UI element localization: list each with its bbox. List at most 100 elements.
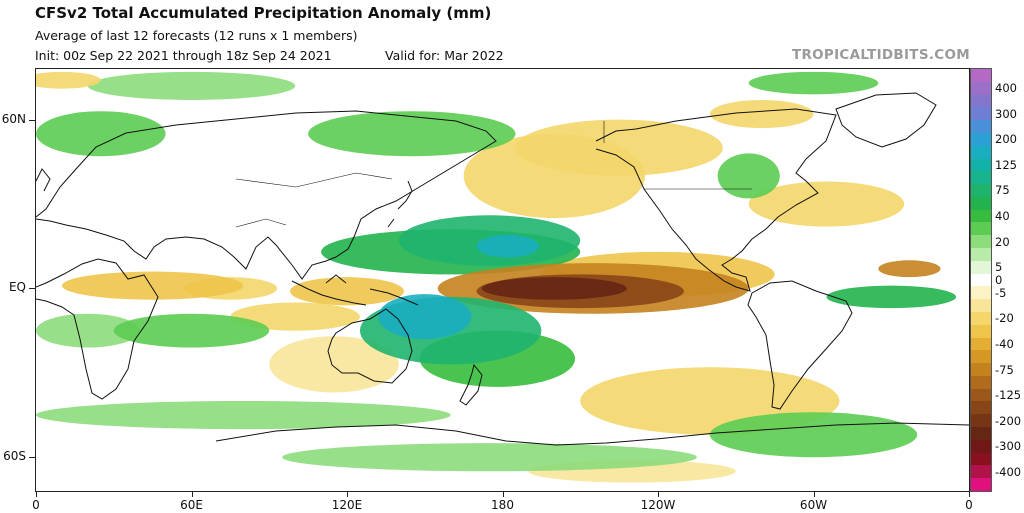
- india-border: [235, 218, 287, 228]
- lon-tick: [969, 492, 970, 497]
- lon-tick: [658, 492, 659, 497]
- colorbar-swatch: [971, 439, 991, 454]
- anomaly-blob: [230, 302, 360, 331]
- anomaly-blob: [282, 443, 697, 472]
- eurasia-outline: [36, 110, 497, 280]
- colorbar-label: -400: [995, 464, 1022, 479]
- anomaly-blob: [36, 400, 451, 430]
- lon-label: 0: [32, 498, 40, 512]
- colorbar-swatch: [971, 69, 991, 83]
- colorbar-swatch: [971, 81, 991, 96]
- colorbar-swatch: [971, 171, 991, 185]
- colorbar-label: 40: [995, 209, 1010, 224]
- anomaly-blob: [709, 412, 918, 458]
- north-america-outline: [595, 108, 837, 292]
- lat-tick: [29, 457, 35, 459]
- coastlines: [36, 92, 969, 446]
- map-canvas: [36, 71, 969, 483]
- lon-label: 120W: [640, 498, 676, 512]
- colorbar-swatch: [971, 350, 991, 364]
- lon-tick: [502, 492, 504, 497]
- uk-outline: [36, 168, 51, 192]
- anomaly-blob: [717, 153, 780, 199]
- colorbar-label: 400: [995, 81, 1017, 96]
- colorbar-label: 75: [995, 183, 1010, 198]
- anomaly-blob: [36, 111, 166, 157]
- anomaly-blob: [748, 181, 905, 227]
- colorbar-label: 5: [995, 260, 1003, 275]
- colorbar-swatch: [971, 273, 991, 287]
- colorbar-swatch: [971, 196, 991, 211]
- lat-tick: [29, 288, 35, 290]
- colorbar-swatch: [971, 286, 991, 300]
- colorbar-swatch: [971, 235, 991, 249]
- lon-label: 0: [965, 498, 973, 512]
- anomaly-blob: [878, 260, 941, 278]
- map-subtitle: Average of last 12 forecasts (12 runs x …: [35, 28, 358, 43]
- anomaly-blob: [709, 99, 814, 129]
- colorbar: [970, 68, 992, 492]
- anomaly-blob: [36, 313, 140, 348]
- colorbar-swatch: [971, 452, 991, 466]
- colorbar-swatch: [971, 184, 991, 198]
- anomaly-blob: [269, 336, 399, 393]
- colorbar-swatch: [971, 388, 991, 402]
- colorbar-swatch: [971, 260, 991, 275]
- colorbar-swatch: [971, 363, 991, 377]
- colorbar-label: -5: [995, 285, 1007, 300]
- colorbar-swatch: [971, 158, 991, 172]
- russia-china-border: [235, 172, 393, 188]
- colorbar-swatch: [971, 401, 991, 415]
- lat-label: 60S: [3, 449, 26, 464]
- greenland-outline: [835, 92, 937, 148]
- colorbar-swatch: [971, 427, 991, 441]
- colorbar-label: 200: [995, 132, 1017, 147]
- anomaly-blob: [308, 111, 516, 157]
- map-title: CFSv2 Total Accumulated Precipitation An…: [35, 4, 492, 22]
- colorbar-label: -300: [995, 439, 1022, 454]
- lon-label: 180: [491, 498, 514, 512]
- colorbar-label: 20: [995, 234, 1010, 249]
- anomaly-blob: [289, 277, 405, 306]
- colorbar-label: -40: [995, 336, 1014, 351]
- colorbar-swatch: [971, 299, 991, 313]
- colorbar-label: 300: [995, 106, 1017, 121]
- colorbar-swatch: [971, 375, 991, 390]
- anomaly-blob: [481, 277, 627, 300]
- colorbar-swatch: [971, 132, 991, 147]
- anomaly-blob: [61, 271, 244, 300]
- lon-tick: [191, 492, 193, 497]
- anomaly-blob: [515, 119, 723, 176]
- new-zealand-outline: [459, 363, 483, 406]
- colorbar-swatch: [971, 222, 991, 236]
- anomaly-blob: [476, 234, 539, 258]
- lat-label: EQ: [8, 280, 26, 295]
- colorbar-swatch: [971, 120, 991, 134]
- colorbar-label: 0: [995, 273, 1003, 287]
- colorbar-label: -200: [995, 413, 1022, 428]
- colorbar-swatch: [971, 465, 991, 479]
- colorbar-label: -20: [995, 311, 1014, 326]
- lon-label: 60W: [799, 498, 828, 512]
- colorbar-label: -125: [995, 388, 1022, 403]
- anomaly-blob: [378, 294, 472, 340]
- colorbar-swatch: [971, 337, 991, 351]
- lat-label: 60N: [1, 111, 26, 126]
- south-america-outline: [747, 280, 853, 410]
- lon-tick: [347, 492, 348, 497]
- anomaly-blob: [36, 71, 101, 89]
- lat-tick: [29, 119, 35, 121]
- australia-outline: [327, 308, 413, 384]
- anomaly-blob: [748, 71, 879, 95]
- anomaly-blob: [87, 71, 296, 100]
- precipitation-anomaly-map: [35, 68, 970, 492]
- colorbar-swatch: [971, 209, 991, 223]
- national-borders: [235, 121, 752, 228]
- antarctica-outline: [215, 422, 969, 446]
- indonesia-outline: [291, 274, 419, 306]
- lon-tick: [36, 492, 37, 497]
- brand-watermark: TROPICALTIDBITS.COM: [791, 47, 970, 63]
- colorbar-swatch: [971, 145, 991, 159]
- colorbar-label: 125: [995, 157, 1017, 172]
- colorbar-label: -75: [995, 362, 1014, 377]
